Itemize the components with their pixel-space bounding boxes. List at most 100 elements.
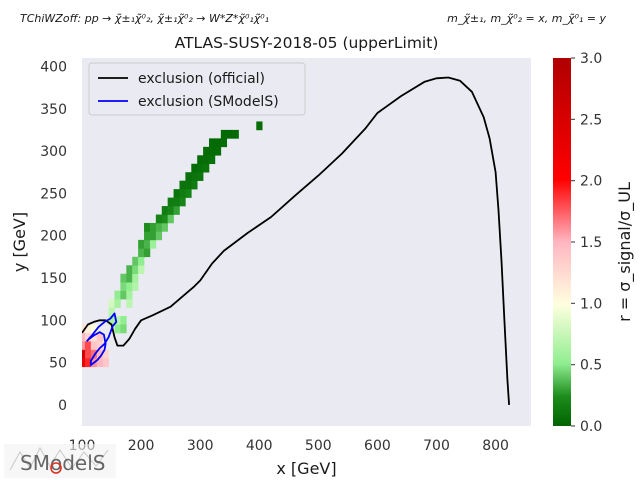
colorbar [553, 58, 571, 426]
heatmap-cell [114, 299, 121, 308]
heatmap-cell [167, 197, 174, 207]
heatmap-cell [203, 155, 210, 165]
heatmap-cell [108, 299, 115, 308]
x-tick-label: 600 [364, 438, 391, 454]
y-ticks: 0 50 100 150 200 250 300 350 400 [40, 60, 67, 414]
heatmap-cell [82, 341, 86, 351]
logo-text: SModelS [20, 451, 105, 475]
heatmap-cell [155, 231, 163, 241]
colorbar-label: r = σ_signal/σ_UL [615, 182, 635, 322]
heatmap-cell [84, 324, 92, 334]
heatmap-cell [209, 155, 216, 165]
heatmap-cell [82, 324, 86, 334]
colorbar-tick-label: 2.5 [580, 112, 602, 128]
heatmap-cells [82, 121, 263, 368]
heatmap-cell [132, 282, 139, 291]
heatmap-cell [120, 324, 127, 334]
heatmap-cell [120, 273, 127, 283]
heatmap-cell [126, 273, 133, 283]
heatmap-cell [126, 290, 133, 300]
process-label: TChiWZoff: pp → χ̃±₁χ̃⁰₂, χ̃±₁χ̃⁰₂ → W*Z… [20, 12, 269, 25]
heatmap-cell [138, 265, 145, 275]
logo-scribble [9, 446, 109, 471]
chart-title: ATLAS-SUSY-2018-05 (upperLimit) [175, 34, 439, 52]
heatmap-cell [203, 146, 210, 156]
y-tick-label: 150 [40, 271, 67, 287]
heatmap-cell [155, 222, 163, 232]
heatmap-cell [209, 146, 216, 156]
heatmap-cell [108, 307, 115, 317]
legend-entry-official: exclusion (official) [138, 71, 265, 87]
heatmap-cell [167, 206, 174, 215]
heatmap-cell [214, 146, 222, 156]
heatmap-cell [84, 341, 92, 351]
legend-entry-smodels: exclusion (SModelS) [138, 94, 279, 110]
exclusion-curves [82, 76, 510, 405]
heatmap-cell [82, 349, 86, 359]
heatmap-cell [149, 222, 157, 232]
heatmap-cell [179, 189, 186, 198]
x-tick-label: 400 [246, 438, 273, 454]
heatmap-cell [185, 172, 192, 181]
colorbar-ticks: 0.0 0.5 1.0 1.5 2.0 2.5 3.0 [571, 51, 602, 435]
heatmap-cell [220, 129, 228, 139]
heatmap-cell [173, 189, 180, 198]
x-tick-label: 700 [423, 438, 450, 454]
legend: exclusion (official) exclusion (SModelS) [88, 62, 306, 116]
heatmap-cell [102, 358, 109, 368]
heatmap-cell [138, 248, 145, 258]
heatmap-cell [214, 138, 222, 148]
y-tick-label: 350 [40, 102, 67, 118]
heatmap-cell [126, 282, 133, 291]
series-line-smodels [86, 312, 118, 367]
heatmap-cell [173, 206, 180, 215]
heatmap-cell [179, 197, 186, 207]
heatmap-cell [126, 299, 133, 308]
colorbar-tick-label: 0.0 [580, 419, 602, 435]
series-line-official [82, 76, 510, 405]
heatmap-cell [191, 180, 198, 190]
heatmap-cell [161, 214, 168, 224]
heatmap-cell [220, 138, 228, 148]
heatmap-cell [90, 332, 98, 342]
heatmap-cell [120, 316, 127, 325]
heatmap-cell [114, 324, 121, 334]
heatmap-cell [90, 324, 98, 334]
heatmap-cell [144, 222, 151, 232]
heatmap-cell [138, 239, 145, 249]
heatmap-cell [96, 332, 103, 342]
x-tick-label: 300 [187, 438, 214, 454]
heatmap-cell [197, 155, 204, 165]
heatmap-cell [185, 180, 192, 190]
heatmap-cell [173, 197, 180, 207]
heatmap-cell [161, 222, 168, 232]
y-axis-label: y [GeV] [10, 212, 29, 272]
heatmap-cell [108, 316, 115, 325]
heatmap-cell [197, 163, 204, 173]
heatmap-cell [102, 349, 109, 359]
heatmap-cell [149, 231, 157, 241]
heatmap-cell [167, 214, 174, 224]
heatmap-cell [197, 172, 204, 181]
y-tick-label: 100 [40, 313, 67, 329]
heatmap-cell [132, 256, 139, 266]
heatmap-cell [96, 358, 103, 368]
smodels-logo: SModelS [4, 444, 116, 478]
heatmap-cell [132, 273, 139, 283]
heatmap-cell [144, 248, 151, 258]
heatmap-cell [114, 316, 121, 325]
x-tick-label: 500 [305, 438, 332, 454]
heatmap-cell [185, 189, 192, 198]
y-tick-label: 300 [40, 144, 67, 160]
logo-circle [50, 462, 62, 474]
y-tick-label: 250 [40, 186, 67, 202]
heatmap-cell [120, 290, 127, 300]
heatmap-cell [161, 206, 168, 215]
heatmap-cell [138, 256, 145, 266]
heatmap-cell [82, 332, 86, 342]
heatmap-cell [191, 172, 198, 181]
legend-box [88, 62, 306, 116]
colorbar-tick-label: 1.5 [580, 235, 602, 251]
heatmap-cell [203, 163, 210, 173]
